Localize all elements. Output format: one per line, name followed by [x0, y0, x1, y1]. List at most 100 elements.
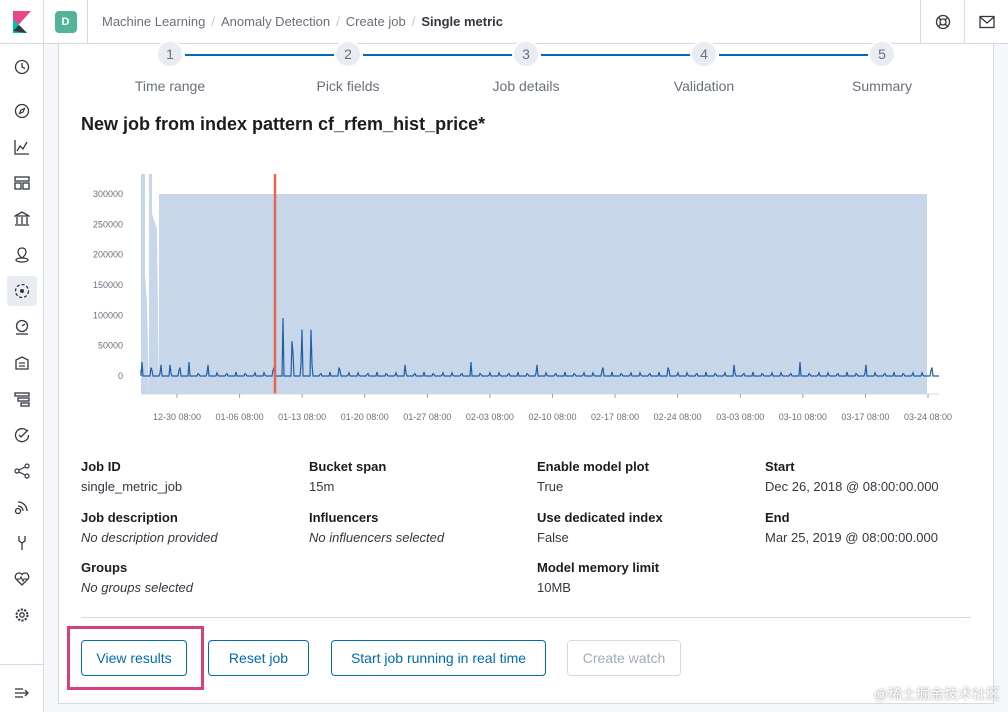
nav-collapse[interactable] — [7, 678, 37, 708]
nav-metrics[interactable] — [7, 312, 37, 342]
detail-memory-limit: Model memory limit 10MB — [537, 560, 757, 595]
page-title: New job from index pattern cf_rfem_hist_… — [81, 114, 486, 134]
nav-graph[interactable] — [7, 456, 37, 486]
nav-maps[interactable] — [7, 240, 37, 270]
create-watch-button: Create watch — [567, 640, 681, 676]
detail-groups: Groups No groups selected — [81, 560, 301, 595]
x-tick-label: 01-20 08:00 — [341, 412, 389, 422]
divider — [81, 617, 971, 618]
detail-start: Start Dec 26, 2018 @ 08:00:00.000 — [765, 459, 985, 494]
logs-icon — [15, 356, 29, 370]
nav-dashboard[interactable] — [7, 168, 37, 198]
series-line — [140, 317, 939, 377]
y-tick-label: 50000 — [98, 341, 123, 351]
dashboard-icon — [14, 176, 30, 190]
breadcrumb-machine-learning[interactable]: Machine Learning — [102, 14, 206, 29]
detail-value: True — [537, 479, 564, 494]
collapse-icon — [15, 688, 29, 698]
x-tick-label: 03-24 08:00 — [904, 412, 952, 422]
nav-machine-learning[interactable] — [7, 276, 37, 306]
x-tick-label: 02-17 08:00 — [591, 412, 639, 422]
nav-devtools[interactable] — [7, 528, 37, 558]
detail-title: End — [765, 510, 790, 525]
step-1-number[interactable]: 1 — [156, 40, 184, 68]
nav-discover[interactable] — [7, 96, 37, 126]
nav-recent[interactable] — [7, 52, 37, 82]
breadcrumb-single-metric: Single metric — [421, 14, 503, 29]
kibana-logo-icon — [12, 10, 31, 33]
view-results-highlight — [67, 626, 204, 690]
breadcrumb-anomaly-detection[interactable]: Anomaly Detection — [220, 14, 331, 29]
step-5-number: 5 — [868, 40, 896, 68]
mail-icon — [978, 15, 995, 28]
reset-job-button[interactable]: Reset job — [208, 640, 309, 676]
maps-icon — [15, 247, 29, 263]
y-tick-label: 300000 — [93, 189, 123, 199]
nav-canvas[interactable] — [7, 204, 37, 234]
detail-value: Mar 25, 2019 @ 08:00:00.000 — [765, 530, 938, 545]
detail-value: 15m — [309, 479, 335, 494]
detail-title: Influencers — [309, 510, 379, 525]
start-realtime-button[interactable]: Start job running in real time — [331, 640, 546, 676]
step-connector — [541, 54, 693, 56]
nav-management[interactable] — [7, 600, 37, 630]
step-2-label[interactable]: Pick fields — [316, 78, 380, 94]
detail-value: 10MB — [537, 580, 571, 595]
job-preview-chart: 300000 250000 200000 150000 100000 50000 0 12-… — [93, 174, 952, 422]
visualize-icon — [14, 140, 29, 155]
step-4-number[interactable]: 4 — [690, 40, 718, 68]
detail-value: No influencers selected — [309, 530, 445, 545]
breadcrumb: Machine Learning / Anomaly Detection / C… — [102, 14, 503, 29]
siem-icon — [14, 501, 28, 515]
monitoring-icon — [14, 572, 30, 586]
graph-icon — [14, 463, 30, 479]
model-bound-band — [141, 214, 159, 394]
step-4-label[interactable]: Validation — [673, 78, 735, 94]
breadcrumb-create-job[interactable]: Create job — [345, 14, 406, 29]
nav-logs[interactable] — [7, 348, 37, 378]
detail-title: Model memory limit — [537, 560, 660, 575]
detail-model-plot: Enable model plot True — [537, 459, 757, 494]
nav-apm[interactable] — [7, 384, 37, 414]
detail-bucket-span: Bucket span 15m — [309, 459, 529, 494]
kibana-logo[interactable] — [0, 0, 44, 44]
model-bound-band — [149, 174, 152, 394]
help-button[interactable] — [920, 0, 964, 44]
step-3-number[interactable]: 3 — [512, 40, 540, 68]
detail-title: Use dedicated index — [537, 510, 663, 525]
nav-siem[interactable] — [7, 492, 37, 522]
step-connector — [363, 54, 515, 56]
view-results-button[interactable]: View results — [81, 640, 187, 676]
step-3-label[interactable]: Job details — [492, 78, 560, 94]
model-bounds — [141, 174, 927, 394]
detail-job-id: Job ID single_metric_job — [81, 459, 301, 494]
step-1-label[interactable]: Time range — [134, 78, 206, 94]
detail-title: Job ID — [81, 459, 121, 474]
y-tick-label: 150000 — [93, 280, 123, 290]
space-selector[interactable]: D — [44, 0, 88, 44]
compass-icon — [14, 103, 30, 119]
ml-icon — [14, 283, 30, 299]
detail-value: No description provided — [81, 530, 218, 545]
y-tick-label: 0 — [118, 371, 123, 381]
newsfeed-button[interactable] — [964, 0, 1008, 44]
x-axis: 12-30 08:00 01-06 08:00 01-13 08:00 01-20 0… — [153, 394, 952, 422]
detail-dedicated-index: Use dedicated index False — [537, 510, 757, 545]
devtools-icon — [18, 536, 26, 550]
x-tick-label: 01-27 08:00 — [403, 412, 451, 422]
apm-icon — [14, 392, 30, 407]
detail-value: False — [537, 530, 569, 545]
side-nav — [0, 44, 44, 712]
nav-monitoring[interactable] — [7, 564, 37, 594]
wizard-panel: 1 2 3 4 5 Time range Pick fields Job det… — [58, 40, 994, 704]
detail-value: single_metric_job — [81, 479, 183, 494]
step-5-label: Summary — [852, 78, 912, 94]
space-avatar: D — [54, 10, 77, 33]
nav-uptime[interactable] — [7, 420, 37, 450]
step-2-number[interactable]: 2 — [334, 40, 362, 68]
x-tick-label: 02-24 08:00 — [654, 412, 702, 422]
detail-title: Job description — [81, 510, 178, 525]
x-tick-label: 01-06 08:00 — [216, 412, 264, 422]
nav-visualize[interactable] — [7, 132, 37, 162]
y-tick-label: 250000 — [93, 219, 123, 229]
